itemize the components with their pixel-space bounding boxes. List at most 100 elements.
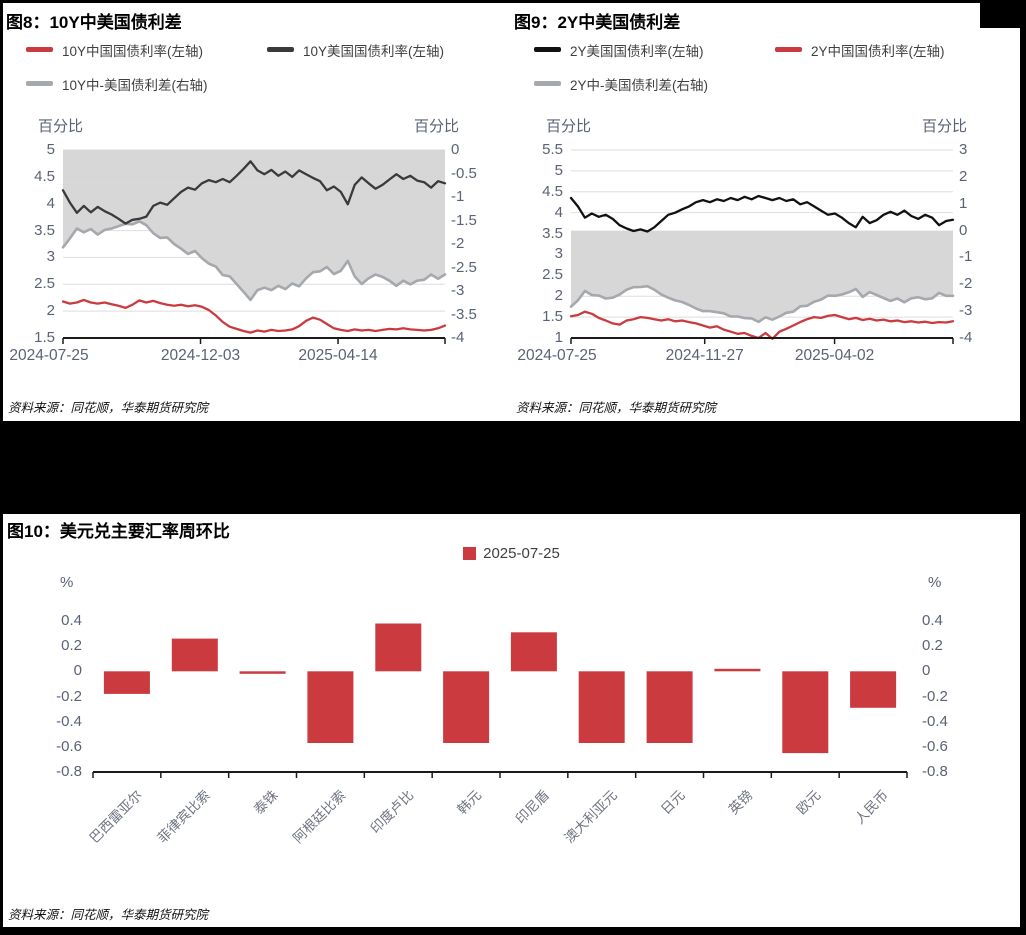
spread-area <box>571 230 953 322</box>
right-axis-tick-label: -4 <box>451 329 465 346</box>
figure10-plot-area: 0.4 0.4 0.2 0.2 0 0 -0.2 -0.2 -0.4 -0.4 -0.6 -0.6 -0… <box>3 514 1020 927</box>
bar-澳大利亚元 <box>578 671 625 743</box>
x-axis-category-label: 泰铢 <box>251 787 281 817</box>
x-axis-date-label: 2024-11-27 <box>665 347 744 364</box>
left-axis-tick-label: 3 <box>554 245 563 263</box>
left-axis-tick-label: 4 <box>46 194 55 212</box>
x-axis-category-label: 印尼盾 <box>513 788 552 827</box>
left-axis-tick-label: 5.5 <box>542 141 563 158</box>
x-axis-date-label: 2025-04-14 <box>298 347 378 364</box>
bar-人民币 <box>850 671 897 708</box>
left-axis-tick-label: 4.5 <box>34 167 55 185</box>
x-axis-category-label: 人民币 <box>852 788 891 827</box>
figure9-source: 资料来源：同花顺，华泰期货研究院 <box>516 401 717 415</box>
legend-label: 10Y中国国债利率(左轴) <box>62 43 204 59</box>
left-axis-tick-label: 1.5 <box>34 329 55 346</box>
legend-label: 10Y中-美国债利差(右轴) <box>62 77 208 93</box>
right-axis-unit: 百分比 <box>922 118 968 135</box>
legend-label: 10Y美国国债利率(左轴) <box>303 43 445 59</box>
left-axis-tick-label: -0.2 <box>56 687 82 705</box>
x-axis-category-label: 阿根廷比索 <box>290 788 348 846</box>
left-axis-tick-label: -0.8 <box>56 763 82 780</box>
left-axis-tick-label: 0.4 <box>61 612 82 629</box>
line-chart-svg <box>61 149 447 344</box>
right-axis-tick-label: -4 <box>959 329 973 346</box>
right-axis-tick-label: 0.4 <box>922 612 943 629</box>
legend-square-swatch-red <box>463 547 477 560</box>
bar-英镑 <box>714 668 761 672</box>
x-axis-category-label: 韩元 <box>455 788 485 818</box>
bar-chart-svg: 巴西雷亚尔 菲律宾比索 泰铢 阿根廷比索 印度卢比 韩元 印尼盾 澳大利亚元 日元 英镑 欧元 人民币 <box>87 623 908 846</box>
x-axis-date-label: 2025-04-02 <box>794 347 875 364</box>
left-axis-tick-label: 2.5 <box>34 275 55 293</box>
left-axis-tick-label: 5 <box>46 141 55 158</box>
left-axis-tick-label: 2 <box>554 287 563 305</box>
figure10-source: 资料来源：同花顺，华泰期货研究院 <box>8 908 209 922</box>
left-axis-tick-label: 3.5 <box>542 224 563 242</box>
spread-area <box>63 150 445 300</box>
figure10-panel: 图10：美元兑主要汇率周环比 2025-07-25 % % 0.4 0.4 0.2 0… <box>3 514 1020 927</box>
screen-corner-artifact <box>980 0 1026 28</box>
legend-line-swatch-gray <box>534 81 561 86</box>
right-axis-tick-label: 0 <box>959 221 968 239</box>
right-axis-tick-label: 0 <box>451 141 460 158</box>
figure9-legend-item-cn: 2Y中国国债利率(左轴) <box>775 42 945 59</box>
left-axis-unit: 百分比 <box>546 118 592 135</box>
right-axis-tick-label: -2 <box>959 275 973 293</box>
bar-巴西雷亚尔 <box>103 671 150 694</box>
bar-菲律宾比索 <box>171 638 218 672</box>
left-axis-tick-label: 3.5 <box>34 221 55 239</box>
right-axis-tick-label: -2 <box>451 235 465 252</box>
left-axis-tick-label: 1.5 <box>542 308 563 326</box>
right-axis-tick-label: -2.5 <box>451 258 477 276</box>
x-axis-date-label: 2024-12-03 <box>160 347 241 364</box>
bar-阿根廷比索 <box>307 671 354 743</box>
legend-line-swatch-black <box>534 47 561 52</box>
left-axis-tick-label: 2.5 <box>542 266 563 284</box>
series-line <box>569 194 955 233</box>
left-axis-tick-label: 5 <box>554 161 563 179</box>
legend-label: 2Y中-美国债利差(右轴) <box>570 77 708 93</box>
left-axis-tick-label: 2 <box>46 302 55 320</box>
bar-日元 <box>646 671 693 743</box>
right-axis-tick-label: -1.5 <box>451 211 477 229</box>
figure8-legend-item-us: 10Y美国国债利率(左轴) <box>267 42 445 59</box>
legend-line-swatch-red <box>26 47 53 52</box>
left-axis-tick-label: 4 <box>554 203 563 221</box>
legend-line-swatch-red <box>775 47 802 52</box>
x-axis-date-label: 2024-07-25 <box>517 347 597 364</box>
right-axis-tick-label: -1 <box>451 188 465 205</box>
figure9-panel: 图9：2Y中美国债利差 2Y美国国债利率(左轴) 2Y中国国债利率(左轴) 2Y… <box>511 3 1020 421</box>
right-axis-tick-label: 1 <box>959 194 968 212</box>
left-axis-unit: % <box>60 574 74 591</box>
right-axis-tick-label: -0.5 <box>451 164 477 182</box>
figure10-legend: 2025-07-25 <box>3 545 1020 562</box>
right-axis-tick-label: -3 <box>959 302 973 320</box>
right-axis-unit: 百分比 <box>414 118 460 135</box>
right-axis-tick-label: -0.2 <box>922 687 948 705</box>
x-axis-category-label: 菲律宾比索 <box>155 788 213 846</box>
right-axis-tick-label: -3 <box>451 282 465 299</box>
x-axis-category-label: 日元 <box>658 788 688 818</box>
x-axis-category-label: 印度卢比 <box>368 788 417 837</box>
figure9-legend-item-spread: 2Y中-美国债利差(右轴) <box>534 76 708 93</box>
series-line <box>61 220 447 302</box>
figure8-legend-item-spread: 10Y中-美国债利差(右轴) <box>26 76 208 93</box>
bar-欧元 <box>782 671 829 754</box>
figure9-plot-area: 5.5 5 4.5 4 3.5 3 2.5 2 1.5 1 3 2 1 0 -1 -2 -3 -4 2024-07-… <box>511 3 1020 421</box>
right-axis-tick-label: -0.4 <box>922 712 948 730</box>
left-axis-tick-label: 3 <box>46 248 55 266</box>
figure10-title: 图10：美元兑主要汇率周环比 <box>7 522 230 541</box>
left-axis-tick-label: 1 <box>554 329 563 346</box>
x-axis-category-label: 澳大利亚元 <box>562 788 620 846</box>
right-axis-tick-label: -0.8 <box>922 763 948 780</box>
figure9-title: 图9：2Y中美国债利差 <box>514 13 681 32</box>
right-axis-tick-label: 2 <box>959 167 968 185</box>
right-axis-tick-label: 0.2 <box>922 637 943 655</box>
x-axis-date-label: 2024-07-25 <box>9 347 89 364</box>
figure9-legend-item-us: 2Y美国国债利率(左轴) <box>534 42 704 59</box>
right-axis-tick-label: -3.5 <box>451 305 477 323</box>
left-axis-unit: 百分比 <box>38 118 84 135</box>
left-axis-tick-label: 4.5 <box>542 182 563 200</box>
